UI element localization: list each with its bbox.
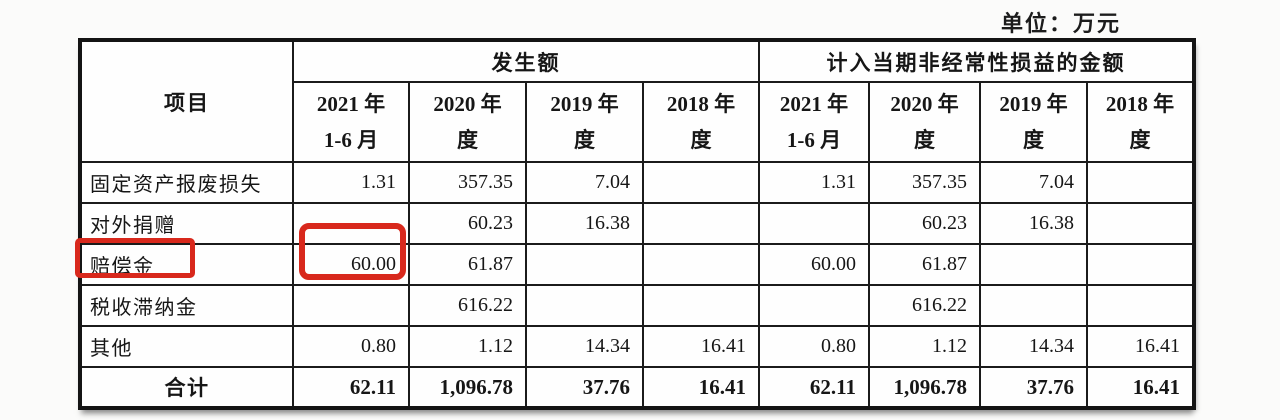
year-line: 2019 年 bbox=[550, 92, 619, 116]
column-group-nonrecurring-amount: 计入当期非经常性损益的金额 bbox=[758, 39, 1195, 83]
table-cell: 62.11 bbox=[292, 366, 410, 409]
table-cell: 61.87 bbox=[868, 243, 981, 286]
table-cell-highlighted: 60.00 bbox=[292, 243, 410, 286]
row-label: 赔偿金 bbox=[79, 243, 294, 286]
table-cell: 61.87 bbox=[408, 243, 527, 286]
year-line: 2018 年 bbox=[666, 92, 736, 116]
year-header-nonrec-2021h1: 2021 年 1-6 月 bbox=[758, 81, 870, 163]
unit-label: 单位：万元 bbox=[1001, 11, 1122, 36]
total-row-label: 合计 bbox=[79, 366, 294, 409]
year-line: 度 bbox=[1129, 128, 1151, 152]
year-line: 度 bbox=[574, 128, 595, 152]
table-cell bbox=[1086, 202, 1195, 245]
table-cell bbox=[642, 284, 760, 327]
table-cell: 0.80 bbox=[758, 325, 870, 368]
column-group-occurred-amount: 发生额 bbox=[292, 39, 760, 83]
table-total-row: 合计 62.11 1,096.78 37.76 16.41 62.11 1,09… bbox=[79, 366, 1195, 409]
table-cell: 0.80 bbox=[292, 325, 410, 368]
table-header-period-row: 2021 年 1-6 月 2020 年度 2019 年度 2018 年度 2021… bbox=[80, 81, 1195, 163]
year-line: 2021 年 bbox=[316, 92, 386, 116]
year-line: 2019 年 bbox=[999, 92, 1068, 116]
year-header-occurred-2020: 2020 年度 bbox=[408, 81, 527, 163]
table-cell: 37.76 bbox=[979, 366, 1088, 409]
table-cell bbox=[979, 243, 1088, 286]
year-line: 2018 年 bbox=[1105, 92, 1175, 116]
table-cell: 7.04 bbox=[979, 161, 1088, 204]
table-cell: 1.12 bbox=[408, 325, 527, 368]
year-header-nonrec-2018: 2018 年度 bbox=[1086, 81, 1195, 163]
table-cell: 14.34 bbox=[525, 325, 644, 368]
year-header-nonrec-2020: 2020 年度 bbox=[868, 81, 981, 163]
table-cell bbox=[292, 202, 410, 245]
table-row: 其他 0.80 1.12 14.34 16.41 0.80 1.12 14.34… bbox=[79, 325, 1195, 368]
table-row: 税收滞纳金 616.22 616.22 bbox=[79, 284, 1195, 327]
non-recurring-items-table: 项目 发生额 计入当期非经常性损益的金额 2021 年 1-6 月 2020 年度… bbox=[78, 38, 1196, 410]
table-cell: 60.23 bbox=[408, 202, 527, 245]
table-cell bbox=[642, 243, 760, 286]
table-cell bbox=[642, 161, 760, 204]
table-cell: 1,096.78 bbox=[408, 366, 527, 409]
year-line: 2021 年 bbox=[779, 92, 849, 116]
table-cell bbox=[525, 284, 644, 327]
year-header-nonrec-2019: 2019 年度 bbox=[979, 81, 1088, 163]
year-line: 2020 年 bbox=[433, 92, 502, 116]
table-header-group-row: 项目 发生额 计入当期非经常性损益的金额 bbox=[79, 39, 1195, 163]
table-cell bbox=[1086, 243, 1195, 286]
table-cell: 60.23 bbox=[868, 202, 981, 245]
year-line: 度 bbox=[690, 128, 712, 152]
table-cell: 16.41 bbox=[642, 366, 760, 409]
table-cell bbox=[1086, 284, 1195, 327]
table-row: 对外捐赠 60.23 16.38 60.23 16.38 bbox=[79, 202, 1195, 245]
table-cell: 16.38 bbox=[979, 202, 1088, 245]
table-cell: 1,096.78 bbox=[868, 366, 981, 409]
year-header-occurred-2018: 2018 年度 bbox=[642, 81, 760, 163]
table-cell: 16.41 bbox=[1086, 366, 1195, 409]
year-header-occurred-2021h1: 2021 年 1-6 月 bbox=[292, 81, 410, 163]
row-label: 固定资产报废损失 bbox=[79, 161, 294, 204]
table-cell: 616.22 bbox=[408, 284, 527, 327]
table-cell: 62.11 bbox=[758, 366, 870, 409]
year-line: 度 bbox=[914, 128, 935, 152]
table-cell: 1.12 bbox=[868, 325, 981, 368]
year-line: 度 bbox=[1023, 128, 1044, 152]
row-label: 对外捐赠 bbox=[79, 202, 294, 245]
table-cell bbox=[758, 284, 870, 327]
year-line: 度 bbox=[457, 128, 478, 152]
table-cell bbox=[525, 243, 644, 286]
column-header-item: 项目 bbox=[79, 39, 294, 163]
table-cell: 357.35 bbox=[408, 161, 527, 204]
row-label: 其他 bbox=[79, 325, 294, 368]
table-row-compensation: 赔偿金 60.00 61.87 60.00 61.87 bbox=[79, 243, 1195, 286]
table-cell: 16.41 bbox=[642, 325, 760, 368]
table-cell: 7.04 bbox=[525, 161, 644, 204]
table-cell: 16.41 bbox=[1086, 325, 1195, 368]
row-label: 税收滞纳金 bbox=[79, 284, 294, 327]
year-header-occurred-2019: 2019 年度 bbox=[525, 81, 644, 163]
year-line: 1-6 月 bbox=[786, 128, 842, 152]
table-cell: 16.38 bbox=[525, 202, 644, 245]
table-cell bbox=[642, 202, 760, 245]
table-cell bbox=[979, 284, 1088, 327]
table-cell bbox=[1086, 161, 1195, 204]
table-cell: 14.34 bbox=[979, 325, 1088, 368]
table-cell bbox=[758, 202, 870, 245]
table-cell: 1.31 bbox=[758, 161, 870, 204]
table-cell: 1.31 bbox=[292, 161, 410, 204]
year-line: 2020 年 bbox=[890, 92, 959, 116]
table-row: 固定资产报废损失 1.31 357.35 7.04 1.31 357.35 7.… bbox=[79, 161, 1195, 204]
year-line: 1-6 月 bbox=[323, 128, 379, 152]
table-cell: 616.22 bbox=[868, 284, 981, 327]
table-cell: 60.00 bbox=[758, 243, 870, 286]
table-cell: 357.35 bbox=[868, 161, 981, 204]
table-cell: 37.76 bbox=[525, 366, 644, 409]
table-cell bbox=[292, 284, 410, 327]
